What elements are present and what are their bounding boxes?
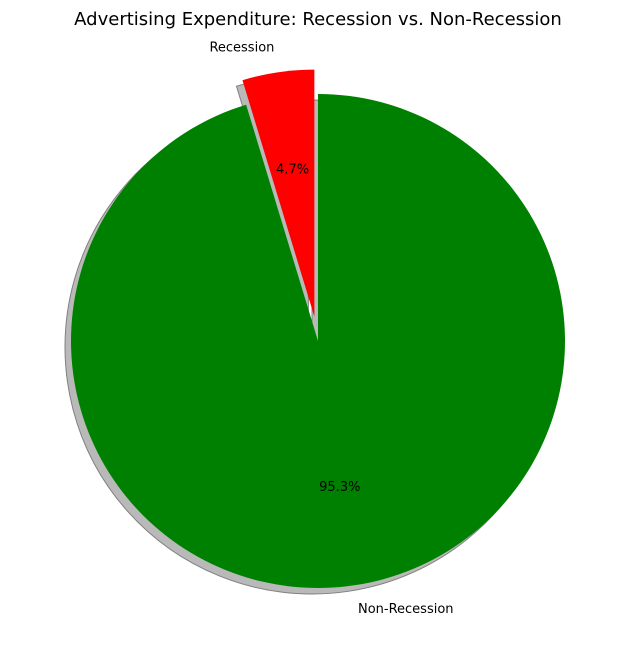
pie-slice-non-recession bbox=[71, 94, 565, 589]
slice-label-non-recession: Non-Recession bbox=[358, 602, 454, 617]
pie-slice-layer bbox=[71, 69, 565, 589]
pie-label-layer: Recession 4.7% Non-Recession 95.3% bbox=[209, 40, 453, 617]
slice-percent-recession: 4.7% bbox=[276, 162, 309, 177]
slice-label-recession: Recession bbox=[209, 40, 274, 55]
slice-percent-non-recession: 95.3% bbox=[319, 480, 360, 495]
chart-title: Advertising Expenditure: Recession vs. N… bbox=[74, 9, 562, 30]
pie-slice-recession bbox=[242, 69, 315, 317]
